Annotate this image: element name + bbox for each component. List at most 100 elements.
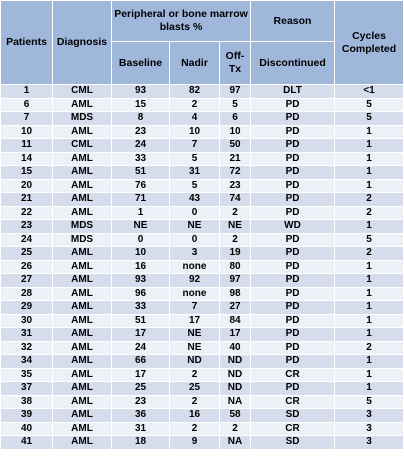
cell-patient: 27 (0, 273, 53, 288)
cell-nadir: NE (169, 340, 220, 355)
cell-diagnosis: AML (52, 408, 112, 423)
cell-diagnosis: MDS (52, 232, 112, 247)
cell-patient: 25 (0, 246, 53, 261)
cell-cycles: 1 (334, 300, 404, 315)
cell-nadir: 17 (169, 313, 220, 328)
cell-baseline: 23 (111, 124, 170, 139)
cell-cycles: 1 (334, 286, 404, 301)
cell-diagnosis: AML (52, 421, 112, 436)
cell-patient: 10 (0, 124, 53, 139)
cell-cycles: 1 (334, 354, 404, 369)
cell-baseline: 51 (111, 165, 170, 180)
cell-nadir: 0 (169, 205, 220, 220)
cell-cycles: 1 (334, 138, 404, 153)
cell-diagnosis: AML (52, 381, 112, 396)
header-reason-discontinued: Discontinued (250, 41, 336, 85)
cell-baseline: 96 (111, 286, 170, 301)
table-row: 14 AML 33 5 21 PD 1 (0, 151, 404, 166)
cell-reason: PD (250, 124, 336, 139)
cell-reason: PD (250, 97, 336, 112)
header-reason-top: Reason (250, 0, 336, 42)
cell-patient: 21 (0, 192, 53, 207)
cell-diagnosis: CML (52, 138, 112, 153)
cell-baseline: 8 (111, 111, 170, 126)
header-baseline: Baseline (111, 41, 170, 85)
cell-diagnosis: AML (52, 246, 112, 261)
cell-nadir: 25 (169, 381, 220, 396)
table-row: 34 AML 66 ND ND PD 1 (0, 354, 404, 369)
cell-patient: 15 (0, 165, 53, 180)
cell-reason: DLT (250, 84, 336, 99)
cell-off-tx: 6 (218, 111, 252, 126)
cell-nadir: 10 (169, 124, 220, 139)
cell-cycles: 1 (334, 219, 404, 234)
cell-cycles: 3 (334, 408, 404, 423)
cell-reason: CR (250, 394, 336, 409)
cell-reason: PD (250, 354, 336, 369)
cell-off-tx: 2 (218, 421, 252, 436)
table-row: 1 CML 93 82 97 DLT <1 (0, 84, 404, 99)
cell-off-tx: 2 (218, 205, 252, 220)
cell-diagnosis: AML (52, 192, 112, 207)
cell-baseline: 17 (111, 327, 170, 342)
table-row: 38 AML 23 2 NA CR 5 (0, 394, 404, 409)
table-row: 7 MDS 8 4 6 PD 5 (0, 111, 404, 126)
cell-baseline: 71 (111, 192, 170, 207)
cell-diagnosis: AML (52, 97, 112, 112)
cell-off-tx: 72 (218, 165, 252, 180)
cell-cycles: 1 (334, 124, 404, 139)
cell-baseline: 1 (111, 205, 170, 220)
cell-off-tx: ND (218, 381, 252, 396)
cell-reason: WD (250, 219, 336, 234)
cell-nadir: 0 (169, 232, 220, 247)
cell-patient: 29 (0, 300, 53, 315)
cell-nadir: 7 (169, 138, 220, 153)
cell-patient: 14 (0, 151, 53, 166)
cell-patient: 7 (0, 111, 53, 126)
table-row: 15 AML 51 31 72 PD 1 (0, 165, 404, 180)
cell-reason: PD (250, 286, 336, 301)
cell-baseline: 15 (111, 97, 170, 112)
cell-patient: 23 (0, 219, 53, 234)
cell-off-tx: 58 (218, 408, 252, 423)
cell-diagnosis: AML (52, 313, 112, 328)
table-row: 30 AML 51 17 84 PD 1 (0, 313, 404, 328)
cell-off-tx: NA (218, 394, 252, 409)
cell-patient: 40 (0, 421, 53, 436)
table-row: 32 AML 24 NE 40 PD 2 (0, 340, 404, 355)
cell-reason: PD (250, 111, 336, 126)
cell-reason: PD (250, 165, 336, 180)
cell-reason: PD (250, 178, 336, 193)
cell-patient: 39 (0, 408, 53, 423)
cell-off-tx: ND (218, 367, 252, 382)
cell-off-tx: 40 (218, 340, 252, 355)
table-header: Patients Diagnosis Peripheral or bone ma… (0, 0, 404, 85)
cell-nadir: 31 (169, 165, 220, 180)
cell-off-tx: 2 (218, 232, 252, 247)
cell-baseline: 31 (111, 421, 170, 436)
cell-off-tx: 98 (218, 286, 252, 301)
cell-patient: 22 (0, 205, 53, 220)
header-off-tx: Off-Tx (218, 41, 252, 85)
header-cycles-completed: Cycles Completed (334, 0, 404, 85)
cell-cycles: 1 (334, 259, 404, 274)
cell-patient: 31 (0, 327, 53, 342)
cell-diagnosis: AML (52, 273, 112, 288)
cell-diagnosis: AML (52, 435, 112, 450)
cell-nadir: none (169, 286, 220, 301)
cell-patient: 34 (0, 354, 53, 369)
cell-nadir: NE (169, 219, 220, 234)
cell-diagnosis: AML (52, 151, 112, 166)
patient-outcomes-table: Patients Diagnosis Peripheral or bone ma… (0, 0, 404, 450)
table-row: 6 AML 15 2 5 PD 5 (0, 97, 404, 112)
cell-patient: 32 (0, 340, 53, 355)
cell-reason: SD (250, 435, 336, 450)
cell-off-tx: 19 (218, 246, 252, 261)
table-row: 41 AML 18 9 NA SD 3 (0, 435, 404, 450)
cell-baseline: 93 (111, 273, 170, 288)
cell-reason: PD (250, 205, 336, 220)
cell-diagnosis: AML (52, 367, 112, 382)
header-patients: Patients (0, 0, 53, 85)
cell-cycles: 5 (334, 232, 404, 247)
cell-patient: 6 (0, 97, 53, 112)
